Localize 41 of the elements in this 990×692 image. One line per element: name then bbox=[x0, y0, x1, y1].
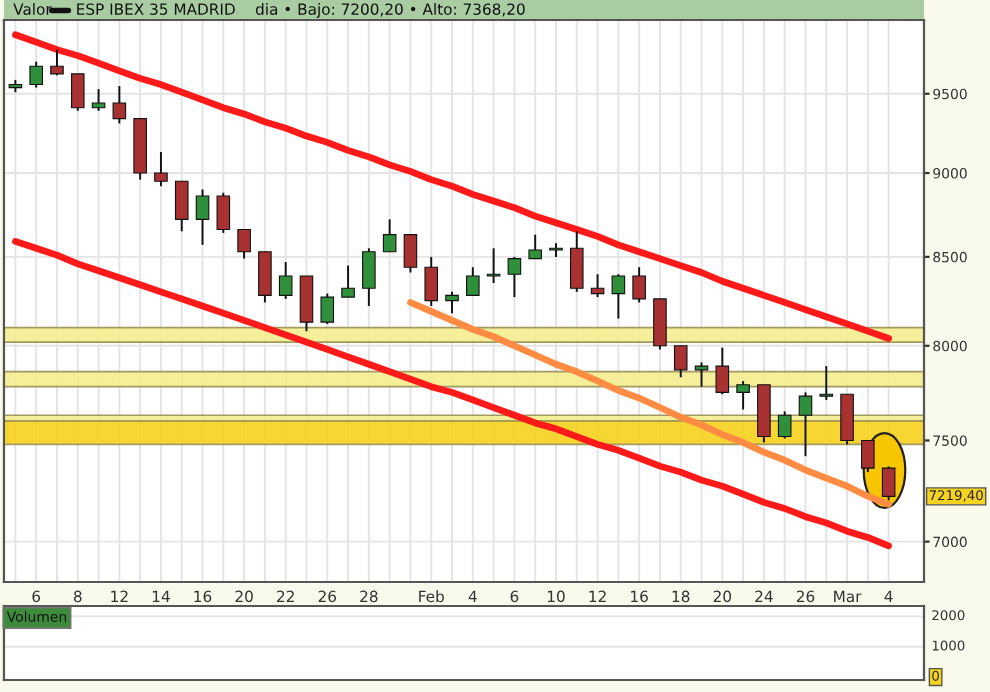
candlestick bbox=[29, 60, 43, 89]
candlestick bbox=[112, 85, 127, 125]
candlestick bbox=[590, 273, 605, 299]
candlestick bbox=[819, 365, 834, 401]
candlestick bbox=[694, 361, 709, 388]
candlestick bbox=[382, 218, 397, 253]
candlestick bbox=[632, 266, 646, 304]
candlestick bbox=[278, 261, 293, 300]
candlestick bbox=[798, 391, 813, 458]
candlestick bbox=[881, 465, 896, 502]
candlestick bbox=[715, 346, 730, 396]
candlestick bbox=[403, 233, 418, 274]
candlestick bbox=[50, 48, 64, 77]
candlestick bbox=[466, 266, 480, 297]
line-series bbox=[12, 238, 892, 550]
candlestick bbox=[237, 228, 251, 260]
candlestick bbox=[299, 275, 314, 333]
candlestick bbox=[91, 88, 106, 112]
candlestick bbox=[320, 292, 335, 325]
candlestick bbox=[424, 255, 439, 307]
candlestick bbox=[736, 380, 750, 411]
candlestick bbox=[611, 273, 626, 320]
candlestick bbox=[528, 233, 542, 260]
candlestick bbox=[507, 255, 522, 299]
candlestick bbox=[195, 188, 210, 246]
candlestick bbox=[216, 191, 231, 234]
candlestick bbox=[174, 180, 189, 233]
candlestick bbox=[154, 151, 168, 188]
candlestick bbox=[653, 297, 667, 351]
candlestick bbox=[445, 290, 459, 315]
candlestick bbox=[362, 247, 376, 307]
candlestick bbox=[777, 410, 792, 440]
candlestick bbox=[341, 264, 355, 299]
candlestick bbox=[70, 72, 85, 112]
line-series bbox=[12, 31, 892, 342]
candlestick bbox=[861, 439, 875, 474]
candlestick bbox=[840, 393, 854, 446]
candlestick bbox=[486, 247, 501, 284]
candlestick bbox=[258, 250, 272, 304]
candlestick bbox=[673, 344, 688, 379]
candlestick bbox=[569, 230, 584, 293]
